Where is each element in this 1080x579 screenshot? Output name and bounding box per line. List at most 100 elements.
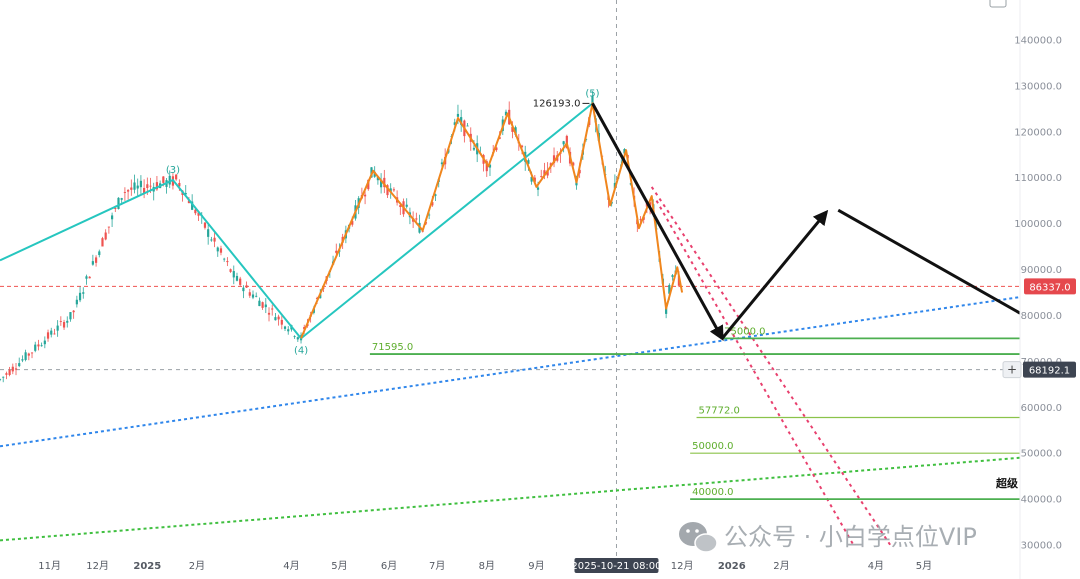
current-price-badge-bg xyxy=(1024,278,1076,295)
candle xyxy=(335,243,338,255)
candle-body xyxy=(50,330,53,335)
candle-body xyxy=(85,276,88,279)
candle-body xyxy=(235,275,239,281)
candle-body xyxy=(101,238,104,247)
candle-body xyxy=(175,174,178,180)
candle xyxy=(239,276,242,287)
candle-body xyxy=(130,187,133,190)
candle-body xyxy=(552,155,556,164)
candle xyxy=(21,355,24,363)
candle-body xyxy=(434,194,437,196)
candle-body xyxy=(428,214,431,216)
candle xyxy=(85,274,88,285)
time-tick-label: 8月 xyxy=(479,560,495,572)
price-tick-label: 100000.0 xyxy=(1014,219,1062,230)
candle xyxy=(245,281,248,288)
wave-label: (3) xyxy=(166,165,180,176)
candle-body xyxy=(194,209,197,214)
candle-body xyxy=(178,182,181,187)
candle xyxy=(110,212,114,228)
candle-body xyxy=(62,322,66,328)
price-tick-label: 130000.0 xyxy=(1014,81,1062,92)
candle-body xyxy=(376,176,379,181)
candle-body xyxy=(440,162,444,165)
candle-body xyxy=(405,204,408,207)
crosshair-date-value: 2025-10-21 08:00 xyxy=(571,561,661,572)
candle-body xyxy=(319,294,322,299)
candle-body xyxy=(649,202,652,207)
candle xyxy=(392,187,396,192)
time-tick-label: 5月 xyxy=(916,560,932,572)
candle xyxy=(59,316,62,326)
candle xyxy=(428,212,431,220)
candle-body xyxy=(495,147,498,151)
candle-body xyxy=(78,292,82,301)
candle xyxy=(136,178,139,197)
candle xyxy=(62,319,66,330)
candle xyxy=(280,315,283,330)
candle xyxy=(226,257,229,267)
candle xyxy=(78,286,82,303)
candle-body xyxy=(255,295,258,297)
candle xyxy=(251,290,255,300)
candle-body xyxy=(293,336,296,337)
candle xyxy=(11,363,14,375)
price-tick-label: 40000.0 xyxy=(1021,495,1062,506)
candle-body xyxy=(187,200,191,204)
candle xyxy=(248,288,251,298)
candle-body xyxy=(671,275,674,277)
candle xyxy=(34,341,37,353)
candle xyxy=(66,316,69,328)
candle-body xyxy=(274,317,277,321)
candle-body xyxy=(34,344,37,351)
candle-body xyxy=(280,319,283,325)
candle xyxy=(46,329,50,342)
candle-body xyxy=(213,237,216,242)
watermark-text: 公众号 · 小白学点位VIP xyxy=(724,523,977,551)
add-level-button[interactable] xyxy=(1002,361,1022,379)
forecast-layer xyxy=(591,102,1021,342)
candle-body xyxy=(219,248,223,253)
candle-body xyxy=(155,182,159,190)
candle xyxy=(14,363,18,376)
candle xyxy=(287,326,290,335)
candle xyxy=(267,307,271,322)
candle-body xyxy=(18,363,21,367)
candle xyxy=(671,274,674,281)
candle-body xyxy=(540,176,543,177)
time-tick-label: 2026 xyxy=(718,561,746,572)
candle xyxy=(139,175,143,195)
red-channel-line xyxy=(650,186,892,546)
candle-body xyxy=(149,185,152,187)
candle xyxy=(69,312,72,322)
candle-body xyxy=(191,201,194,210)
price-tick-label: 50000.0 xyxy=(1021,449,1062,460)
candle-body xyxy=(127,190,130,192)
wave-label: (4) xyxy=(294,345,308,356)
candle xyxy=(379,173,383,194)
candle-body xyxy=(223,258,226,260)
candle xyxy=(82,287,85,299)
candle-body xyxy=(533,177,536,182)
candle-body xyxy=(466,125,469,127)
candle xyxy=(405,198,408,209)
price-tick-label: 110000.0 xyxy=(1014,173,1062,184)
candle xyxy=(43,336,46,349)
candle xyxy=(460,109,463,132)
candle-body xyxy=(75,299,78,305)
candle xyxy=(94,255,98,267)
candle xyxy=(184,185,187,196)
candle xyxy=(50,327,53,338)
candle-body xyxy=(514,127,517,135)
candle-body xyxy=(296,337,299,340)
time-tick-label: 4月 xyxy=(283,560,299,572)
candle-body xyxy=(267,312,271,315)
candle xyxy=(383,169,386,194)
candle-body xyxy=(511,126,514,132)
level-label: 40000.0 xyxy=(692,487,733,498)
settings-corner-icon[interactable] xyxy=(989,0,1007,8)
price-tick-label: 90000.0 xyxy=(1021,265,1062,276)
candle-body xyxy=(242,287,245,292)
